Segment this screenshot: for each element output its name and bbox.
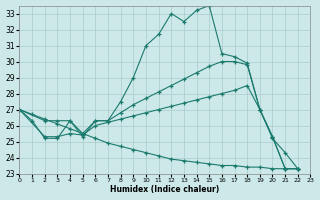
X-axis label: Humidex (Indice chaleur): Humidex (Indice chaleur) (110, 185, 220, 194)
